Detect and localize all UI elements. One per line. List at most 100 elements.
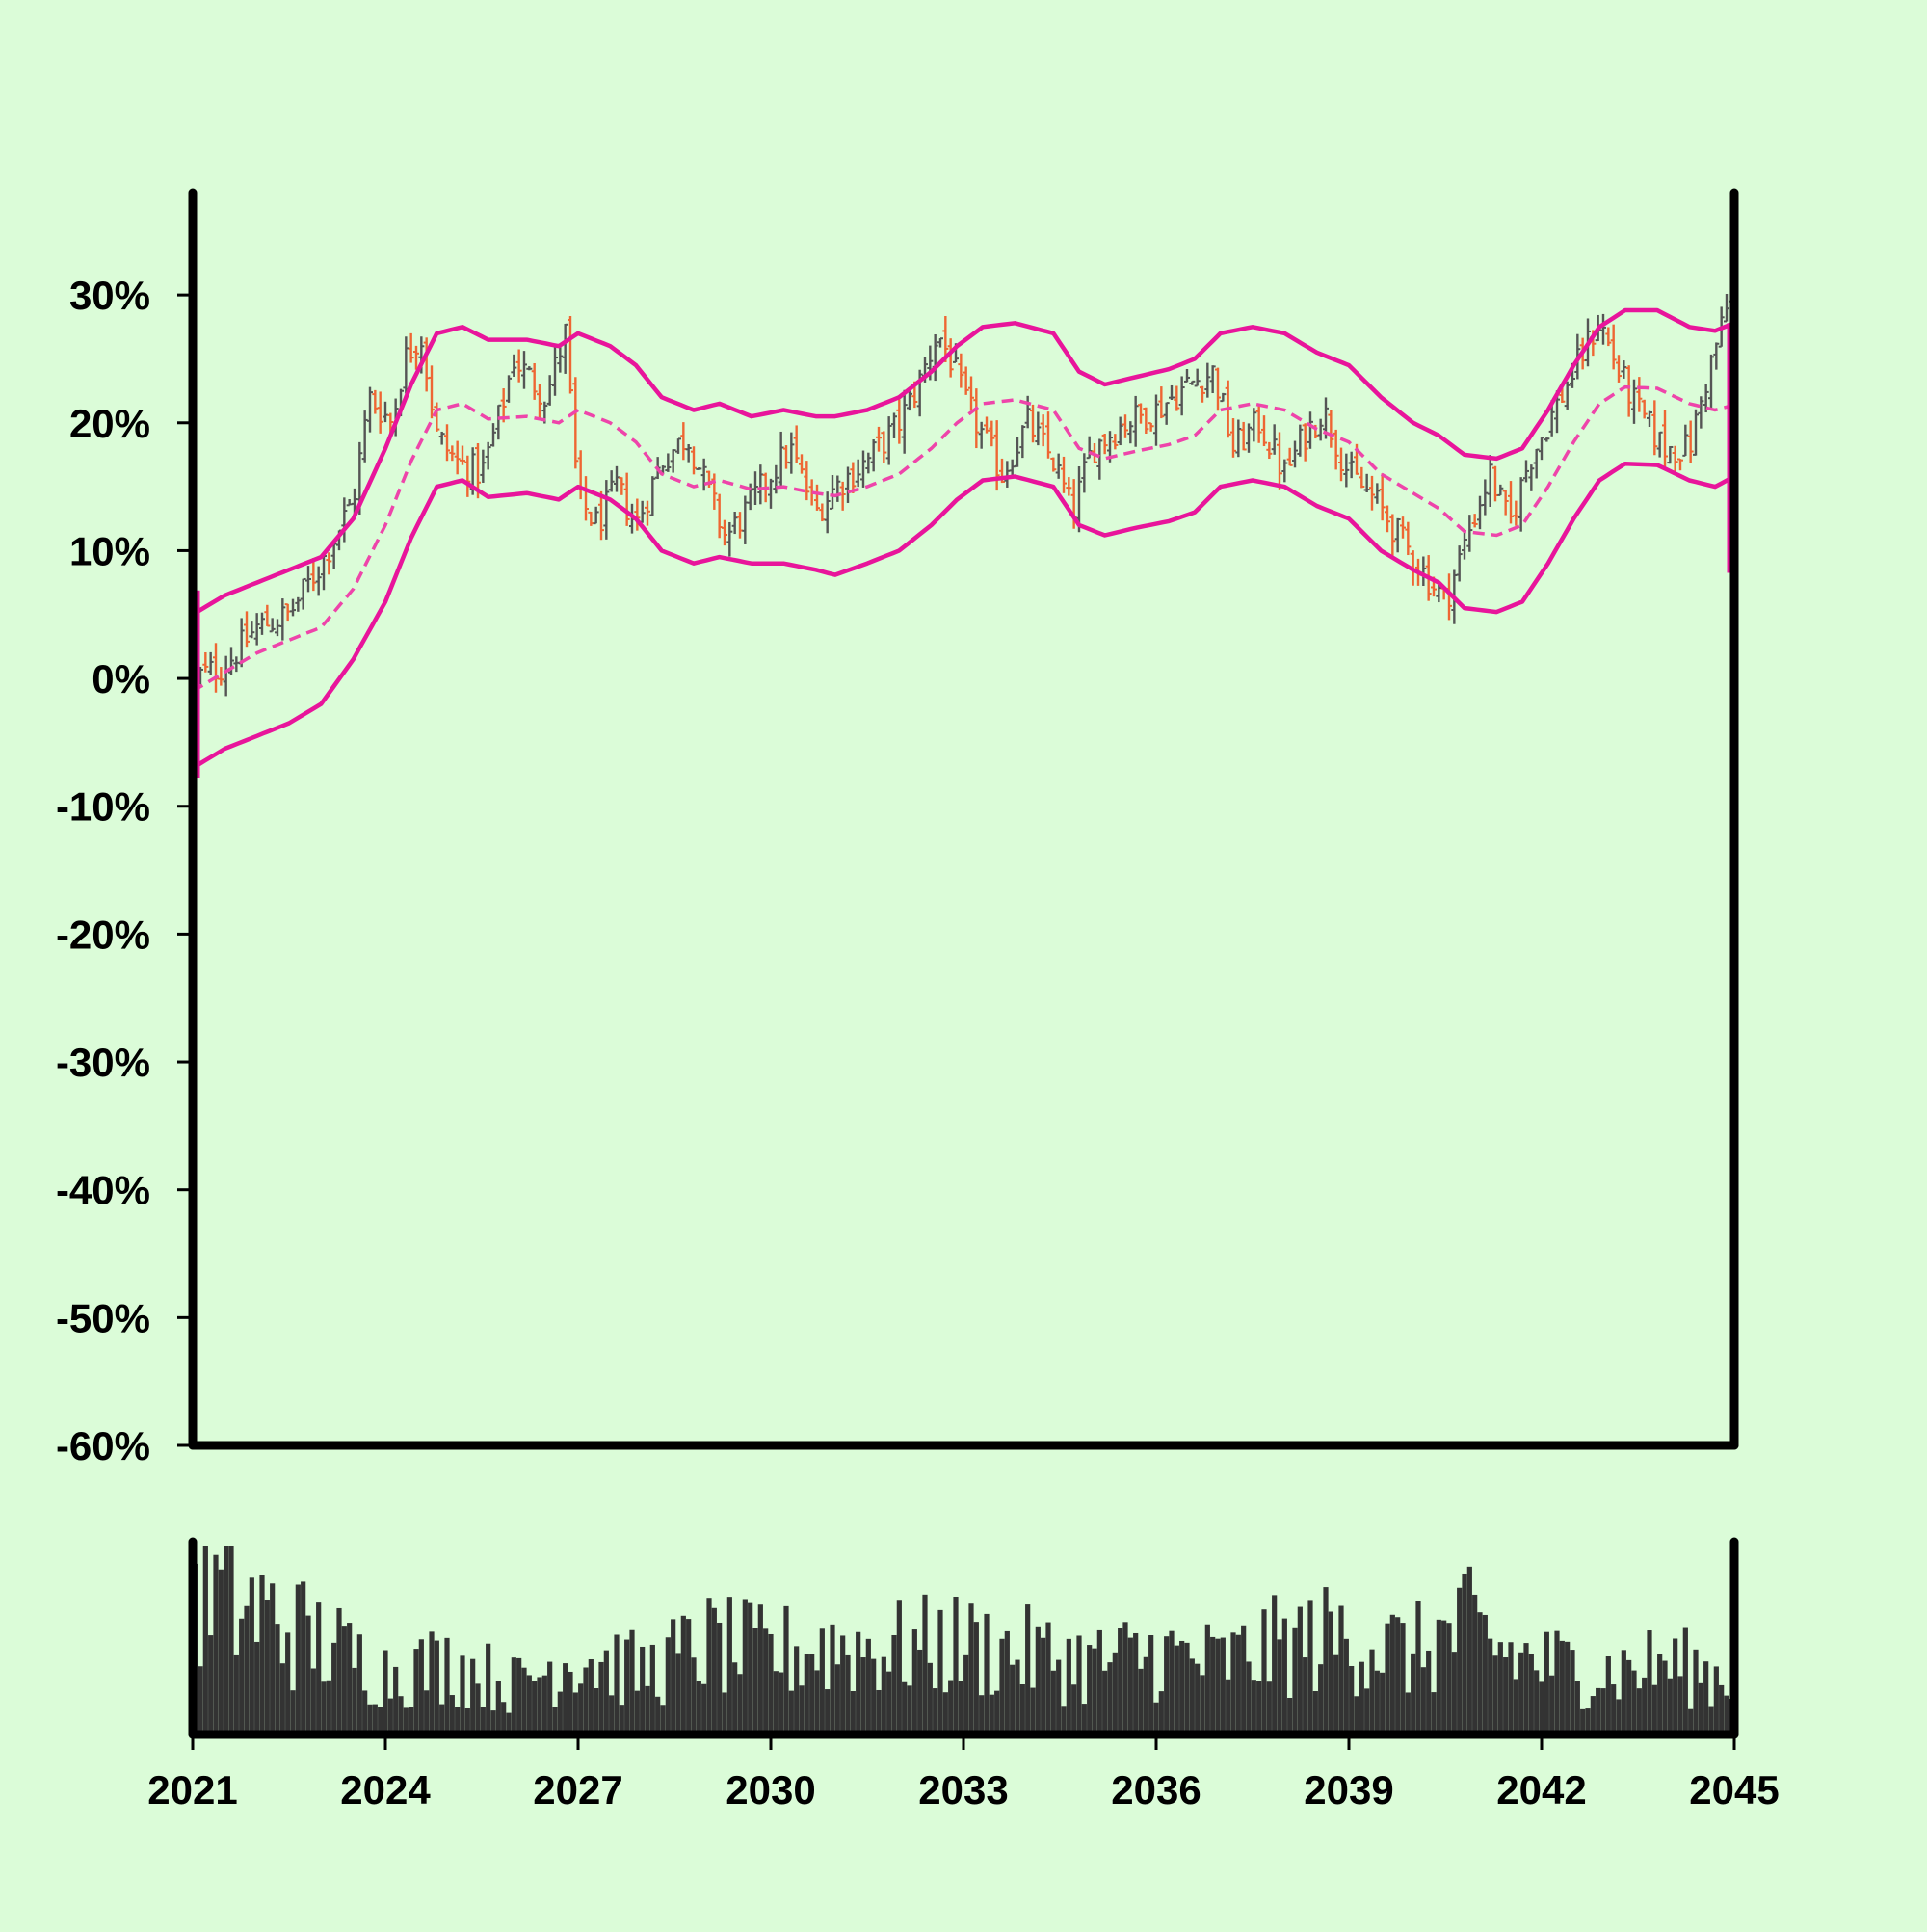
- ohlc-bar: [207, 651, 214, 675]
- volume-bar: [352, 1667, 357, 1734]
- x-axis-ticks: 2021 2024 2027 2030 2033 2036 2039 2042 2045: [147, 1734, 1780, 1813]
- ohlc-bar: [1564, 381, 1571, 410]
- volume-bar: [675, 1653, 681, 1734]
- volume-bar: [418, 1639, 424, 1734]
- volume-bar: [860, 1657, 866, 1734]
- volume-bar: [464, 1707, 470, 1734]
- ohlc-bar: [557, 346, 564, 373]
- volume-bar: [1292, 1627, 1298, 1734]
- ohlc-bar: [1513, 500, 1519, 526]
- volume-bar: [1195, 1663, 1201, 1734]
- volume-bar: [228, 1546, 234, 1734]
- volume-bar: [671, 1619, 676, 1734]
- volume-bar: [1451, 1652, 1457, 1734]
- volume-bar: [1096, 1629, 1102, 1734]
- ohlc-bar: [1184, 368, 1190, 383]
- volume-bar: [239, 1618, 245, 1734]
- ohlc-bar: [264, 604, 271, 627]
- ohlc-bar: [1220, 392, 1227, 403]
- volume-bar: [572, 1692, 578, 1734]
- y-tick-label: -40%: [56, 1168, 150, 1213]
- volume-bar: [1682, 1627, 1688, 1734]
- volume-bar: [1354, 1696, 1359, 1734]
- ohlc-bar: [1174, 385, 1180, 411]
- ohlc-bar: [1132, 395, 1139, 447]
- ohlc-bar: [1194, 368, 1201, 387]
- volume-bar: [773, 1671, 779, 1734]
- volume-bar: [1554, 1630, 1560, 1734]
- volume-bar: [1019, 1684, 1025, 1734]
- volume-bar: [1446, 1623, 1452, 1734]
- ohlc-bar: [1482, 479, 1489, 516]
- ohlc-bar: [1667, 445, 1674, 464]
- volume-bar: [1631, 1670, 1637, 1734]
- ohlc-bar: [341, 497, 348, 543]
- volume-bar: [619, 1705, 624, 1734]
- ohlc-bar: [1625, 365, 1632, 417]
- volume-bar: [1369, 1649, 1375, 1734]
- volume-bar: [1200, 1675, 1205, 1734]
- volume-bar: [537, 1677, 542, 1734]
- volume-bar: [973, 1622, 979, 1734]
- ohlc-bar: [1533, 448, 1540, 479]
- volume-bar: [1411, 1653, 1416, 1734]
- volume-bar: [1241, 1625, 1247, 1734]
- lower-band-line: [191, 461, 1736, 770]
- volume-bar: [1148, 1635, 1154, 1734]
- ohlc-bar: [583, 476, 589, 521]
- volume-bar: [1651, 1684, 1657, 1734]
- ohlc-bar: [645, 500, 650, 526]
- volume-bar: [1677, 1676, 1683, 1734]
- ohlc-bar: [1610, 324, 1617, 370]
- volume-bar: [1616, 1699, 1622, 1734]
- y-tick-label: -60%: [56, 1423, 150, 1469]
- ohlc-bar: [1138, 403, 1144, 424]
- volume-bar: [1570, 1650, 1575, 1734]
- y-tick-label: -50%: [56, 1295, 150, 1340]
- volume-bar: [830, 1624, 835, 1734]
- volume-bar: [732, 1662, 738, 1734]
- volume-bar: [686, 1619, 692, 1734]
- x-tick-label: 2021: [147, 1767, 237, 1813]
- ohlc-bar: [839, 481, 846, 511]
- volume-bar: [495, 1681, 501, 1734]
- volume-bar: [486, 1643, 491, 1734]
- ohlc-bar: [804, 461, 810, 501]
- volume-bar: [244, 1605, 250, 1734]
- ohlc-bar: [958, 353, 964, 388]
- volume-bar: [594, 1688, 599, 1734]
- ohlc-bar: [1544, 437, 1550, 442]
- volume-bar: [1518, 1652, 1524, 1734]
- ohlc-bar: [1009, 459, 1016, 477]
- volume-bar: [609, 1695, 615, 1734]
- volume-bar: [1395, 1617, 1401, 1734]
- ohlc-bar: [855, 459, 861, 488]
- ohlc-bar: [495, 404, 502, 440]
- x-tick-label: 2027: [533, 1767, 622, 1813]
- y-axis-ticks: 30% 20% 10% 0% -10% -20% -30% -40% -50% -60%: [56, 273, 193, 1469]
- ohlc-bar: [1502, 490, 1509, 516]
- ohlc-bar: [1456, 545, 1463, 582]
- ohlc-bar: [546, 375, 553, 406]
- volume-bar: [989, 1694, 994, 1734]
- ohlc-bar: [1631, 379, 1637, 424]
- ohlc-bar: [700, 458, 707, 491]
- ohlc-bar: [1641, 399, 1648, 419]
- ohlc-bar: [1240, 421, 1247, 451]
- ohlc-bar: [680, 422, 687, 461]
- ohlc-bar: [429, 365, 435, 419]
- ohlc-bar: [1713, 342, 1720, 370]
- volume-bar: [336, 1607, 342, 1734]
- ohlc-bar: [1621, 360, 1627, 379]
- volume-bar: [691, 1657, 697, 1734]
- ohlc-bar: [773, 464, 779, 494]
- x-tick-label: 2042: [1496, 1767, 1586, 1813]
- volume-bar: [1544, 1631, 1549, 1734]
- ohlc-bar: [1230, 418, 1236, 458]
- volume-bar: [783, 1605, 789, 1734]
- ohlc-bar: [1682, 424, 1689, 457]
- volume-bar: [1497, 1642, 1503, 1734]
- volume-bar: [516, 1657, 522, 1734]
- x-tick-label: 2024: [340, 1767, 431, 1813]
